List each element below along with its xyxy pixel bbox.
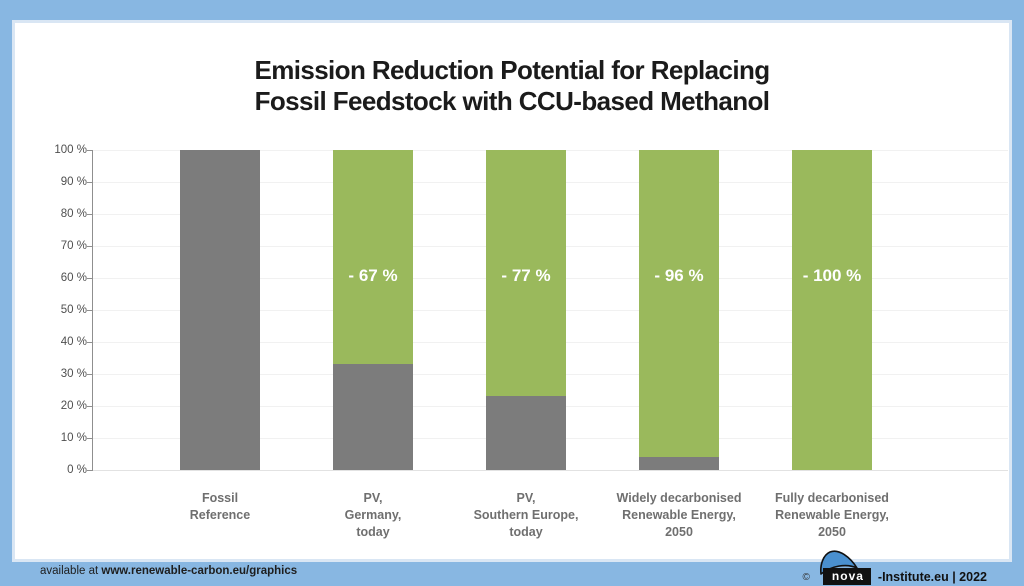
category-label: PV, Southern Europe, today [473,491,579,539]
gridline [93,470,1008,471]
bar-segment-emission-reduction [639,150,719,458]
nova-institute-logo: nova [815,550,873,586]
bar-segment-remaining-emissions [486,396,566,470]
chart-title-line2: Fossil Feedstock with CCU-based Methanol [254,86,770,116]
bar-value-label: - 67 % [348,266,398,286]
bar-segment-remaining-emissions [180,150,260,470]
y-tick-label: 90 % [60,176,87,188]
bar-value-label: - 100 % [802,266,862,286]
copyright-symbol: © [802,572,810,583]
y-tick-label: 50 % [60,304,87,316]
bar-value-label: - 77 % [501,266,551,286]
y-tick-label: 80 % [60,208,87,220]
bar-segment-emission-reduction [792,150,872,470]
chart-title-line1: Emission Reduction Potential for Replaci… [254,55,770,85]
y-axis-tick [87,214,92,215]
y-axis-line [92,150,93,471]
source-note-prefix: available at [40,565,102,577]
category-label: Widely decarbonised Renewable Energy, 20… [616,491,742,539]
y-axis-tick [87,342,92,343]
y-tick-label: 0 % [67,464,87,476]
publisher-name: -Institute.eu | 2022 [877,570,987,584]
y-axis-tick [87,182,92,183]
y-tick-label: 100 % [54,144,87,156]
category-label: PV, Germany, today [344,491,402,539]
category-label: Fully decarbonised Renewable Energy, 205… [775,491,889,539]
content-area: Emission Reduction Potential for Replaci… [12,20,1012,585]
bar-chart: 0 % 10 % 20 % 30 % 40 % 50 % 60 % 70 % 80 % 90 % 1… [54,144,1008,539]
y-axis-tick [87,278,92,279]
y-tick-label: 30 % [60,368,87,380]
source-note: available at www.renewable-carbon.eu/gra… [40,565,297,577]
y-axis-tick [87,438,92,439]
bar-segment-remaining-emissions [333,364,413,470]
y-tick-label: 20 % [60,400,87,412]
source-url: www.renewable-carbon.eu/graphics [101,565,298,577]
bar-segment-emission-reduction [486,150,566,397]
bar-segment-remaining-emissions [639,457,719,470]
y-axis-tick [87,406,92,407]
category-label: Fossil Reference [189,491,251,522]
nova-logo-text: nova [822,568,871,585]
y-axis-tick [87,374,92,375]
y-axis-tick [87,246,92,247]
bar-segment-emission-reduction [333,150,413,365]
y-axis-tick [87,470,92,471]
y-tick-label: 60 % [60,272,87,284]
y-axis-tick [87,150,92,151]
bar-value-label: - 96 % [654,266,704,286]
y-axis-tick [87,310,92,311]
y-tick-label: 70 % [60,240,87,252]
y-tick-label: 40 % [60,336,87,348]
chart-title: Emission Reduction Potential for Replaci… [15,55,1009,117]
y-tick-label: 10 % [60,432,87,444]
publisher-credit: © nova -Institute.eu | 2022 [802,550,987,586]
